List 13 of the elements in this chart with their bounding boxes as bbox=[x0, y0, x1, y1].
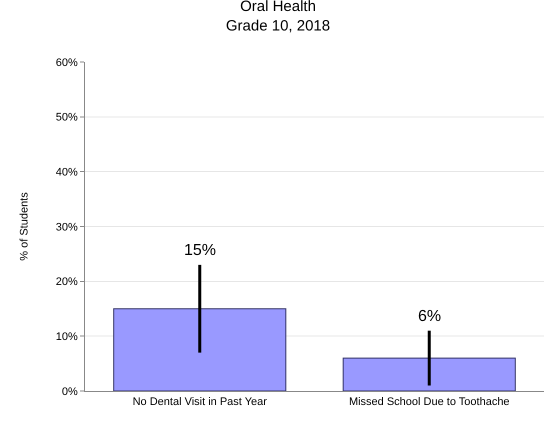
data-label: 6% bbox=[418, 308, 442, 325]
y-axis-title: % of Students bbox=[18, 192, 30, 261]
y-tick-label: 50% bbox=[56, 112, 78, 124]
x-tick-label: Missed School Due to Toothache bbox=[348, 396, 510, 408]
y-tick-label: 20% bbox=[56, 276, 78, 288]
y-tick-label: 0% bbox=[62, 386, 78, 398]
y-tick-label: 10% bbox=[56, 331, 78, 344]
y-tick-label: 60% bbox=[56, 56, 78, 69]
data-label: 15% bbox=[184, 242, 216, 259]
chart-title: Oral Health Grade 10, 2018 bbox=[226, 0, 330, 34]
x-tick-label: No Dental Visit in Past Year bbox=[132, 396, 268, 408]
y-tick-label: 30% bbox=[56, 221, 78, 234]
y-tick-label: 40% bbox=[56, 166, 78, 179]
